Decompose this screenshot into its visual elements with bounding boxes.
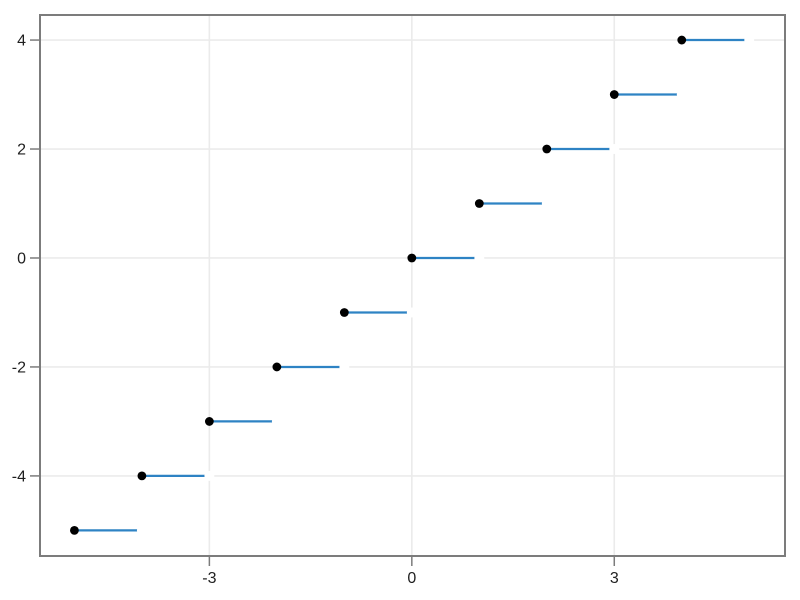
open-endpoint-marker — [406, 307, 417, 318]
data-point-marker — [542, 144, 552, 154]
data-point-marker — [204, 417, 214, 426]
data-point-marker — [137, 471, 147, 481]
open-endpoint-marker — [271, 416, 282, 427]
open-endpoint-marker — [541, 198, 552, 209]
y-axis-tick-label: -2 — [12, 359, 26, 376]
y-axis-tick-label: 2 — [17, 142, 26, 159]
open-endpoint-marker — [609, 144, 620, 155]
data-point-marker — [272, 362, 282, 372]
data-point-marker — [474, 199, 484, 208]
open-endpoint-marker — [136, 525, 147, 536]
data-point-marker — [609, 90, 619, 99]
plot-frame — [39, 14, 786, 557]
x-axis-tick-label: -3 — [202, 570, 216, 587]
open-endpoint-marker — [676, 89, 687, 100]
open-endpoint-marker — [744, 35, 755, 46]
open-endpoint-marker — [339, 361, 350, 372]
x-axis-tick-label: 3 — [610, 570, 619, 587]
x-axis-tick-label: 0 — [407, 570, 416, 587]
data-point-marker — [70, 525, 79, 535]
data-point-marker — [677, 35, 687, 45]
data-point-marker — [407, 253, 417, 263]
y-axis-tick-label: 4 — [17, 33, 26, 50]
y-axis-tick-label: -4 — [12, 468, 26, 485]
open-endpoint-marker — [474, 252, 485, 263]
open-endpoint-marker — [204, 470, 215, 481]
y-axis-tick-label: 0 — [17, 250, 26, 267]
data-point-marker — [339, 308, 349, 317]
